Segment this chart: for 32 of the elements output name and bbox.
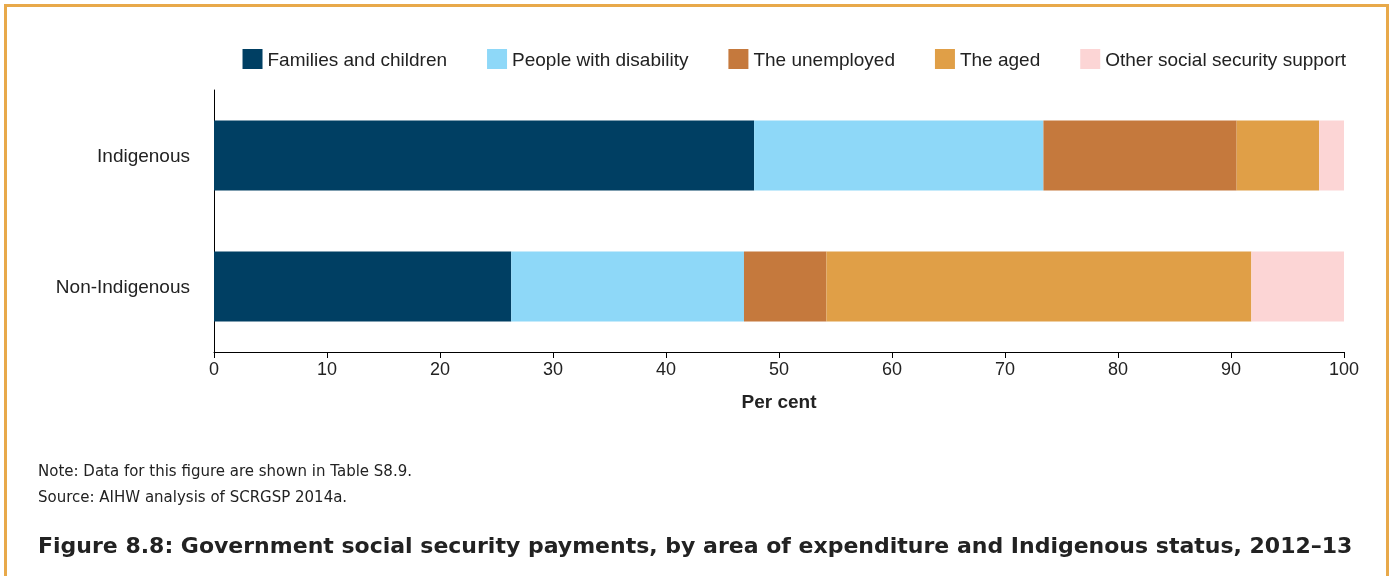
bar <box>214 120 755 191</box>
legend-label: The aged <box>959 48 1041 70</box>
bar <box>826 251 1252 322</box>
bar <box>1251 251 1344 322</box>
x-tick-label: 20 <box>429 359 451 379</box>
text: Figure 8.8: Government social security payments, by area of expenditure and Indigenous status, 2012–13 <box>38 533 1353 558</box>
legend-label: People with disability <box>512 48 689 70</box>
y-tick-label: Indigenous <box>97 145 190 166</box>
bar <box>1043 120 1237 191</box>
x-tick-label: 0 <box>208 359 220 379</box>
x-tick-label: 100 <box>1328 359 1360 379</box>
x-tick-label: 70 <box>994 359 1016 379</box>
x-tick-label: 40 <box>655 359 677 379</box>
x-tick-label: 10 <box>316 359 338 379</box>
bar <box>214 251 512 322</box>
text: Note: Data for this figure are shown in Table S8.9. <box>38 461 412 482</box>
x-tick-label: 50 <box>768 359 790 379</box>
source-note: Source: AIHW analysis of SCRGSP 2014a. <box>38 487 349 508</box>
bar <box>1319 120 1344 191</box>
y-tick-label: Non-Indigenous <box>55 276 190 297</box>
bar <box>754 120 1044 191</box>
legend-label: The unemployed <box>753 48 895 70</box>
x-tick-label: 80 <box>1107 359 1129 379</box>
x-axis-title: Per cent <box>741 391 818 412</box>
bar <box>1236 120 1320 191</box>
x-tick-label: 30 <box>542 359 564 379</box>
bar <box>511 251 744 322</box>
x-tick-label: 90 <box>1220 359 1242 379</box>
x-tick-label: 60 <box>881 359 903 379</box>
bar <box>743 251 827 322</box>
legend-label: Other social security support <box>1105 48 1347 70</box>
legend-label: Families and children <box>267 48 448 70</box>
